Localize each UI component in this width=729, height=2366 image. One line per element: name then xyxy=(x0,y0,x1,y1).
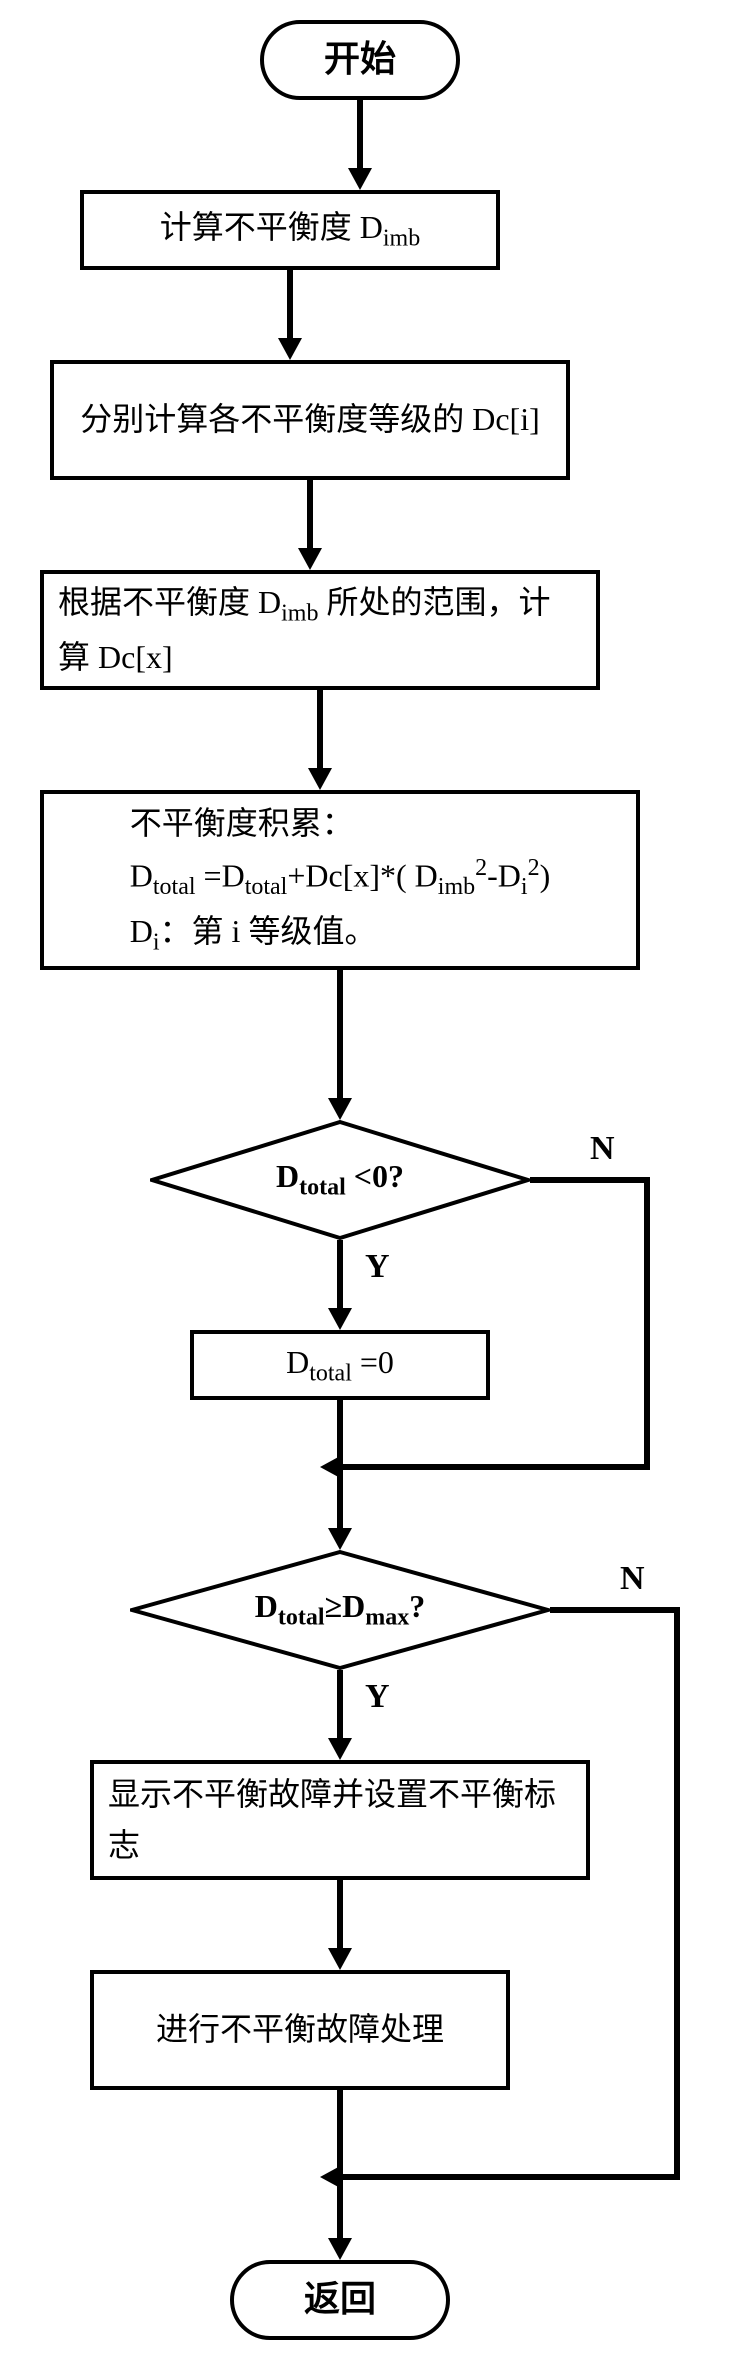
arrow xyxy=(357,100,363,170)
process-calc-dci: 分别计算各不平衡度等级的 Dc[i] xyxy=(50,360,570,480)
terminator-end: 返回 xyxy=(230,2260,450,2340)
arrow xyxy=(340,2174,680,2180)
decision-dtotal-ge-dmax: Dtotal≥Dmax? xyxy=(130,1550,550,1670)
label-d1-yes: Y xyxy=(365,1248,390,1286)
process-calc-dimb: 计算不平衡度 Dimb xyxy=(80,190,500,270)
arrow xyxy=(337,1240,343,1310)
arrow-head xyxy=(328,1528,352,1550)
p1-text: 计算不平衡度 Dimb xyxy=(160,202,420,258)
decision-dtotal-lt-0: Dtotal <0? xyxy=(150,1120,530,1240)
arrow xyxy=(307,480,313,550)
arrow-head xyxy=(328,1098,352,1120)
arrow xyxy=(550,1607,680,1613)
d1-text: Dtotal <0? xyxy=(276,1158,404,1201)
arrow xyxy=(337,970,343,1100)
d2-text: Dtotal≥Dmax? xyxy=(255,1588,425,1631)
p5-text: Dtotal =0 xyxy=(286,1337,394,1393)
p6-text: 显示不平衡故障并设置不平衡标志 xyxy=(108,1769,572,1871)
flowchart-container: 开始 计算不平衡度 Dimb 分别计算各不平衡度等级的 Dc[i] 根据不平衡度… xyxy=(20,20,709,2346)
arrow xyxy=(340,1464,650,1470)
terminator-start: 开始 xyxy=(260,20,460,100)
p4-text: 不平衡度积累：Dtotal =Dtotal+Dc[x]*( Dimb2-Di2)… xyxy=(130,798,550,962)
process-accumulate: 不平衡度积累：Dtotal =Dtotal+Dc[x]*( Dimb2-Di2)… xyxy=(40,790,640,970)
process-dtotal-zero: Dtotal =0 xyxy=(190,1330,490,1400)
arrow-head xyxy=(348,168,372,190)
arrow-head xyxy=(328,2238,352,2260)
arrow xyxy=(644,1177,650,1470)
process-show-fault: 显示不平衡故障并设置不平衡标志 xyxy=(90,1760,590,1880)
arrow xyxy=(337,2090,343,2240)
arrow-head xyxy=(308,768,332,790)
arrow-head xyxy=(328,1948,352,1970)
arrow-head xyxy=(328,1308,352,1330)
label-d1-no: N xyxy=(590,1130,615,1168)
arrow xyxy=(674,1607,680,2180)
end-label: 返回 xyxy=(304,2271,376,2329)
arrow-head xyxy=(278,338,302,360)
arrow xyxy=(337,1880,343,1950)
process-handle-fault: 进行不平衡故障处理 xyxy=(90,1970,510,2090)
arrow xyxy=(337,1670,343,1740)
arrow xyxy=(530,1177,650,1183)
arrow xyxy=(337,1400,343,1530)
label-d2-yes: Y xyxy=(365,1678,390,1716)
start-label: 开始 xyxy=(324,31,396,89)
p2-text: 分别计算各不平衡度等级的 Dc[i] xyxy=(80,394,540,445)
arrow-head xyxy=(328,1738,352,1760)
arrow xyxy=(287,270,293,340)
process-calc-dcx: 根据不平衡度 Dimb 所处的范围，计算 Dc[x] xyxy=(40,570,600,690)
p7-text: 进行不平衡故障处理 xyxy=(156,2004,444,2055)
label-d2-no: N xyxy=(620,1560,645,1598)
arrow-head xyxy=(298,548,322,570)
p3-text: 根据不平衡度 Dimb 所处的范围，计算 Dc[x] xyxy=(58,577,582,684)
arrow xyxy=(317,690,323,770)
